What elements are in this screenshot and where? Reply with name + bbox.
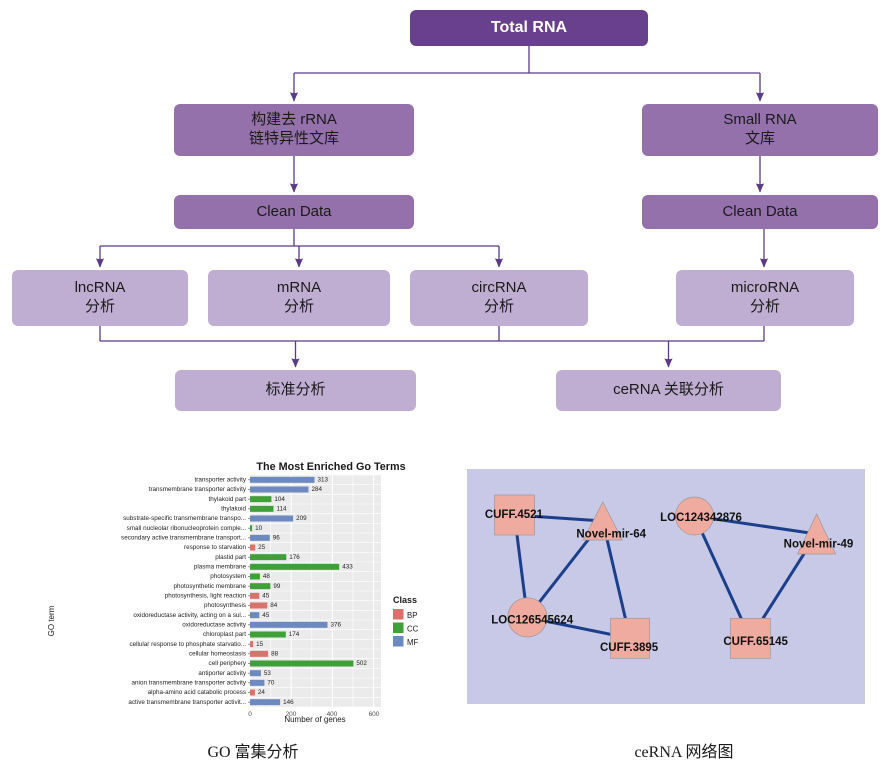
svg-text:alpha-amino acid catabolic pro: alpha-amino acid catabolic process bbox=[148, 689, 246, 696]
svg-text:433: 433 bbox=[342, 564, 353, 571]
svg-text:small nucleolar ribonucleoprot: small nucleolar ribonucleoprotein comple… bbox=[127, 525, 247, 532]
svg-text:MF: MF bbox=[407, 638, 418, 647]
svg-text:400: 400 bbox=[327, 711, 338, 718]
svg-text:photosynthetic membrane: photosynthetic membrane bbox=[174, 583, 247, 590]
svg-text:10: 10 bbox=[255, 525, 263, 532]
svg-text:oxidoreductase activity, actin: oxidoreductase activity, acting on a sul… bbox=[133, 612, 246, 619]
svg-text:CC: CC bbox=[407, 625, 419, 634]
svg-text:oxidoreductase activity: oxidoreductase activity bbox=[182, 622, 247, 629]
svg-text:plastid part: plastid part bbox=[215, 554, 246, 561]
svg-text:active transmembrane transport: active transmembrane transporter activit… bbox=[128, 699, 246, 706]
svg-text:0: 0 bbox=[248, 711, 252, 718]
svg-text:114: 114 bbox=[277, 506, 288, 513]
svg-text:transmembrane transporter acti: transmembrane transporter activity bbox=[149, 486, 247, 493]
svg-text:The Most Enriched Go Terms: The Most Enriched Go Terms bbox=[256, 461, 405, 473]
svg-text:96: 96 bbox=[273, 535, 281, 542]
svg-text:376: 376 bbox=[331, 622, 342, 629]
svg-text:84: 84 bbox=[270, 602, 278, 609]
svg-text:Novel-mir-64: Novel-mir-64 bbox=[576, 529, 646, 541]
svg-text:plasma membrane: plasma membrane bbox=[194, 564, 247, 571]
svg-text:CUFF.65145: CUFF.65145 bbox=[723, 636, 788, 648]
svg-text:Novel-mir-49: Novel-mir-49 bbox=[784, 539, 854, 551]
svg-text:cell periphery: cell periphery bbox=[209, 660, 247, 667]
svg-text:Number of genes: Number of genes bbox=[284, 715, 345, 724]
svg-text:600: 600 bbox=[369, 711, 380, 718]
svg-text:chloroplast part: chloroplast part bbox=[203, 631, 246, 638]
svg-text:CUFF.4521: CUFF.4521 bbox=[485, 509, 544, 521]
svg-text:104: 104 bbox=[274, 496, 285, 503]
svg-text:transporter activity: transporter activity bbox=[195, 477, 247, 484]
svg-text:200: 200 bbox=[286, 711, 297, 718]
svg-text:Class: Class bbox=[393, 595, 417, 605]
svg-text:146: 146 bbox=[283, 699, 294, 706]
svg-text:25: 25 bbox=[258, 544, 266, 551]
svg-text:48: 48 bbox=[263, 573, 271, 580]
svg-text:313: 313 bbox=[318, 477, 329, 484]
svg-text:45: 45 bbox=[262, 612, 270, 619]
svg-text:photosystem: photosystem bbox=[210, 573, 246, 580]
svg-text:45: 45 bbox=[262, 593, 270, 600]
svg-text:70: 70 bbox=[267, 680, 275, 687]
svg-text:substrate-specific transmembra: substrate-specific transmembrane transpo… bbox=[123, 515, 246, 522]
svg-text:photosynthesis, light reaction: photosynthesis, light reaction bbox=[165, 593, 247, 600]
svg-text:LOC124342876: LOC124342876 bbox=[660, 512, 742, 524]
svg-text:ceRNA 网络图: ceRNA 网络图 bbox=[634, 742, 733, 761]
svg-text:cellular response to phosphate: cellular response to phosphate starvatio… bbox=[129, 641, 246, 648]
svg-text:cellular homeostasis: cellular homeostasis bbox=[189, 651, 246, 658]
svg-text:response to starvation: response to starvation bbox=[184, 544, 246, 551]
svg-text:24: 24 bbox=[258, 689, 266, 696]
svg-text:209: 209 bbox=[296, 515, 307, 522]
svg-text:174: 174 bbox=[289, 631, 300, 638]
svg-text:anion transmembrane transporte: anion transmembrane transporter activity bbox=[132, 680, 247, 687]
svg-text:502: 502 bbox=[356, 660, 367, 667]
svg-text:LOC126545624: LOC126545624 bbox=[491, 615, 573, 627]
svg-text:15: 15 bbox=[256, 641, 264, 648]
svg-text:BP: BP bbox=[407, 611, 417, 620]
svg-text:thylakoid: thylakoid bbox=[221, 506, 246, 513]
svg-text:88: 88 bbox=[271, 651, 279, 658]
svg-text:176: 176 bbox=[289, 554, 300, 561]
svg-text:99: 99 bbox=[273, 583, 281, 590]
svg-text:53: 53 bbox=[264, 670, 272, 677]
svg-text:CUFF.3895: CUFF.3895 bbox=[600, 642, 659, 654]
svg-text:antiporter activity: antiporter activity bbox=[198, 670, 246, 677]
svg-text:284: 284 bbox=[312, 486, 323, 493]
svg-text:secondary active transmembrane: secondary active transmembrane transport… bbox=[121, 535, 246, 542]
svg-text:GO term: GO term bbox=[47, 605, 56, 636]
svg-text:thylakoid part: thylakoid part bbox=[209, 496, 247, 503]
svg-text:GO 富集分析: GO 富集分析 bbox=[207, 743, 298, 761]
svg-text:photosynthesis: photosynthesis bbox=[204, 602, 246, 609]
